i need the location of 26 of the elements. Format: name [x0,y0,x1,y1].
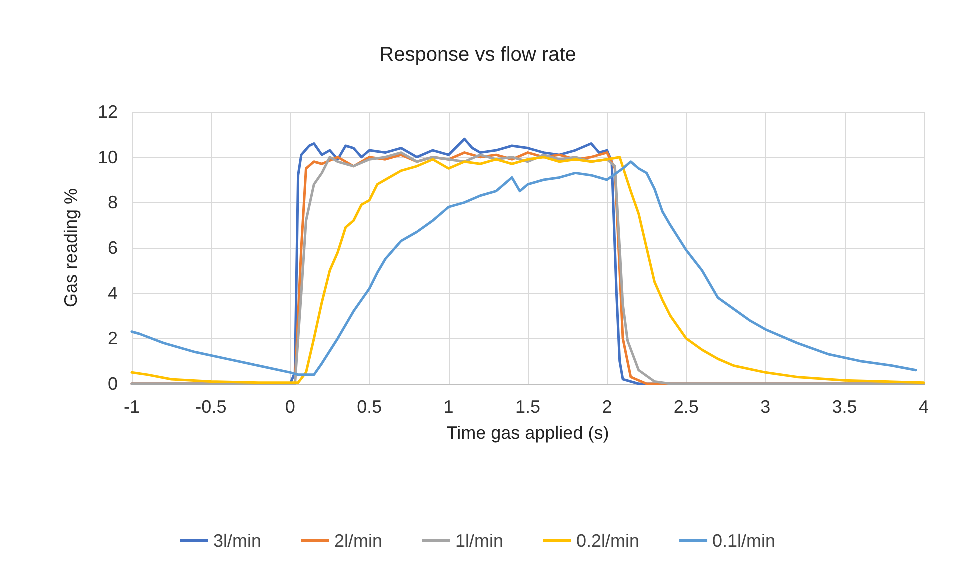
x-tick-label: 0.5 [357,397,382,417]
y-tick-label: 8 [108,192,118,213]
y-tick-label: 0 [108,374,118,394]
y-tick-label: 2 [108,328,118,349]
x-tick-label: 2.5 [674,397,699,417]
legend-label: 0.1l/min [712,531,776,551]
legend-label: 1l/min [455,531,504,551]
x-tick-label: 4 [918,397,930,417]
legend-label: 0.2l/min [576,531,640,551]
y-axis-title: Gas reading % [61,188,81,308]
legend-label: 3l/min [213,531,262,551]
x-tick-label: 1 [444,397,454,417]
chart-title: Response vs flow rate [380,44,576,66]
x-tick-label: 2 [602,397,612,417]
x-tick-label: 3.5 [832,397,858,417]
x-tick-label: 1.5 [515,397,541,417]
x-tick-label: 3 [760,397,771,417]
x-axis-title: Time gas applied (s) [446,423,610,443]
x-tick-label: -0.5 [196,397,227,417]
legend-label: 2l/min [334,531,382,551]
y-tick-label: 12 [98,102,118,122]
y-tick-label: 10 [98,147,118,168]
x-tick-label: -1 [124,397,140,417]
x-tick-label: 0 [285,397,296,417]
y-tick-label: 4 [108,283,118,304]
y-tick-label: 6 [108,238,118,258]
